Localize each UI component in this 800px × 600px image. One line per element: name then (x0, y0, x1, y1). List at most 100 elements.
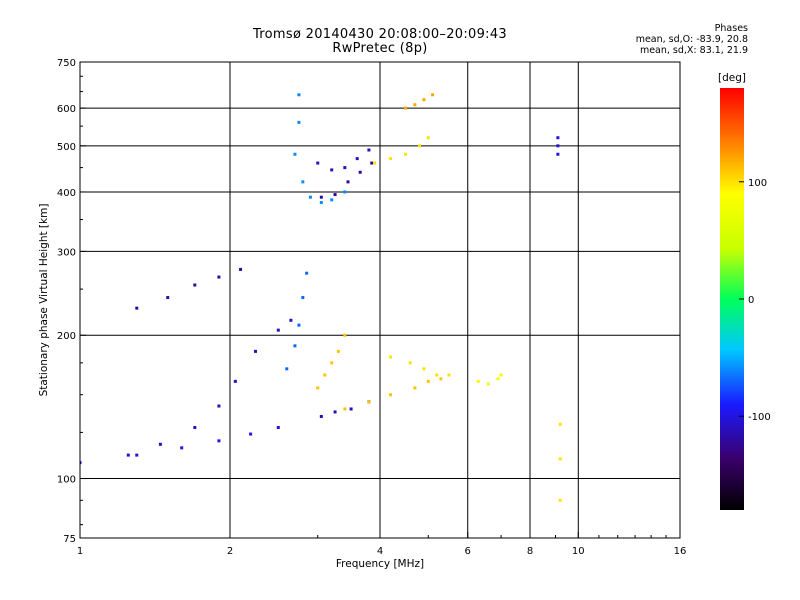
scatter-point (126, 453, 130, 457)
scatter-point (556, 136, 560, 140)
scatter-point (239, 267, 243, 271)
scatter-point (558, 457, 562, 461)
scatter-point (403, 106, 407, 110)
scatter-point (408, 361, 412, 365)
y-axis-label: Stationary phase Virtual Height [km] (38, 204, 50, 397)
y-tick-label: 100 (57, 475, 76, 486)
y-tick-label: 600 (57, 104, 76, 115)
scatter-point (330, 361, 334, 365)
scatter-point (558, 422, 562, 426)
phase-stats-heading: Phases (714, 23, 748, 34)
y-tick-label: 75 (63, 534, 76, 545)
x-tick-label: 2 (227, 546, 233, 557)
scatter-point (431, 93, 435, 97)
y-tick-label: 500 (57, 142, 76, 153)
x-tick-label: 8 (527, 546, 533, 557)
scatter-point (297, 323, 301, 327)
scatter-point (301, 296, 305, 300)
scatter-point (293, 152, 297, 156)
scatter-point (319, 414, 323, 418)
scatter-point (558, 498, 562, 502)
scatter-point (316, 161, 320, 165)
axis-ticks: 1 2 4 6 8 10 16 75 100 200 300 400 500 600 750 (57, 58, 686, 557)
scatter-point (319, 201, 323, 205)
scatter-point (297, 120, 301, 124)
scatter-point (193, 425, 197, 429)
scatter-point (435, 373, 439, 377)
scatter-point (135, 453, 139, 457)
scatter-point (323, 373, 327, 377)
scatter-point (486, 382, 490, 386)
y-tick-label: 200 (57, 331, 76, 342)
y-tick-label: 750 (57, 58, 76, 69)
scatter-point (556, 152, 560, 156)
scatter-point (301, 180, 305, 184)
scatter-point (158, 442, 162, 446)
scatter-point (496, 377, 500, 381)
x-tick-label: 1 (77, 546, 83, 557)
scatter-point (422, 367, 426, 371)
scatter-point (289, 318, 293, 322)
scatter-point (358, 170, 362, 174)
scatter-point (293, 344, 297, 348)
colorbar-tick-label: 100 (748, 178, 767, 189)
colorbar-label: [deg] (718, 72, 746, 84)
colorbar-tick-label: 0 (748, 295, 754, 306)
scatter-point (447, 373, 451, 377)
scatter-point (253, 349, 257, 353)
scatter-point (389, 157, 393, 161)
x-tick-label: 16 (674, 546, 687, 557)
scatter-point (276, 328, 280, 332)
scatter-point (355, 157, 359, 161)
scatter-point (413, 386, 417, 390)
scatter-point (285, 367, 289, 371)
y-tick-label: 400 (57, 188, 76, 199)
phase-stats-x-mode: mean, sd,X: 83.1, 21.9 (639, 45, 748, 56)
scatter-point (476, 379, 480, 383)
scatter-point (316, 386, 320, 390)
scatter-point (426, 379, 430, 383)
colorbar-ticks: 100 0 -100 (739, 178, 771, 423)
scatter-point (343, 407, 347, 411)
scatter-point (389, 355, 393, 359)
phase-stats-o-mode: mean, sd,O: -83.9, 20.8 (635, 34, 748, 45)
plot-grid (80, 62, 680, 538)
scatter-point (413, 103, 417, 107)
chart-subtitle: RwPretec (8p) (332, 41, 428, 56)
scatter-point (343, 190, 347, 194)
chart-title: Tromsø 20140430 20:08:00–20:09:43 (252, 27, 508, 42)
scatter-point (417, 144, 421, 148)
scatter-point (333, 410, 337, 414)
scatter-point (346, 180, 350, 184)
y-tick-label: 300 (57, 247, 76, 258)
scatter-point (166, 296, 170, 300)
scatter-point (336, 349, 340, 353)
x-tick-label: 6 (465, 546, 471, 557)
x-tick-label: 4 (377, 546, 383, 557)
scatter-point (308, 195, 312, 199)
scatter-point (217, 439, 221, 443)
scatter-point (135, 306, 139, 310)
scatter-point (349, 407, 353, 411)
x-axis-label: Frequency [MHz] (336, 558, 424, 570)
scatter-point (367, 148, 371, 152)
scatter-point (305, 271, 309, 275)
scatter-point (439, 377, 443, 381)
scatter-point (422, 98, 426, 102)
x-tick-label: 10 (572, 546, 585, 557)
scatter-point (297, 93, 301, 97)
scatter-point (217, 275, 221, 279)
scatter-point (233, 379, 237, 383)
scatter-point (389, 393, 393, 397)
scatter-point (343, 333, 347, 337)
scatter-point (276, 425, 280, 429)
scatter-point (330, 198, 334, 202)
scatter-point (249, 432, 253, 436)
scatter-point (556, 144, 560, 148)
scatter-point (193, 283, 197, 287)
scatter-points (80, 93, 562, 502)
scatter-point (180, 446, 184, 450)
scatter-point (426, 136, 430, 140)
scatter-point (343, 166, 347, 170)
